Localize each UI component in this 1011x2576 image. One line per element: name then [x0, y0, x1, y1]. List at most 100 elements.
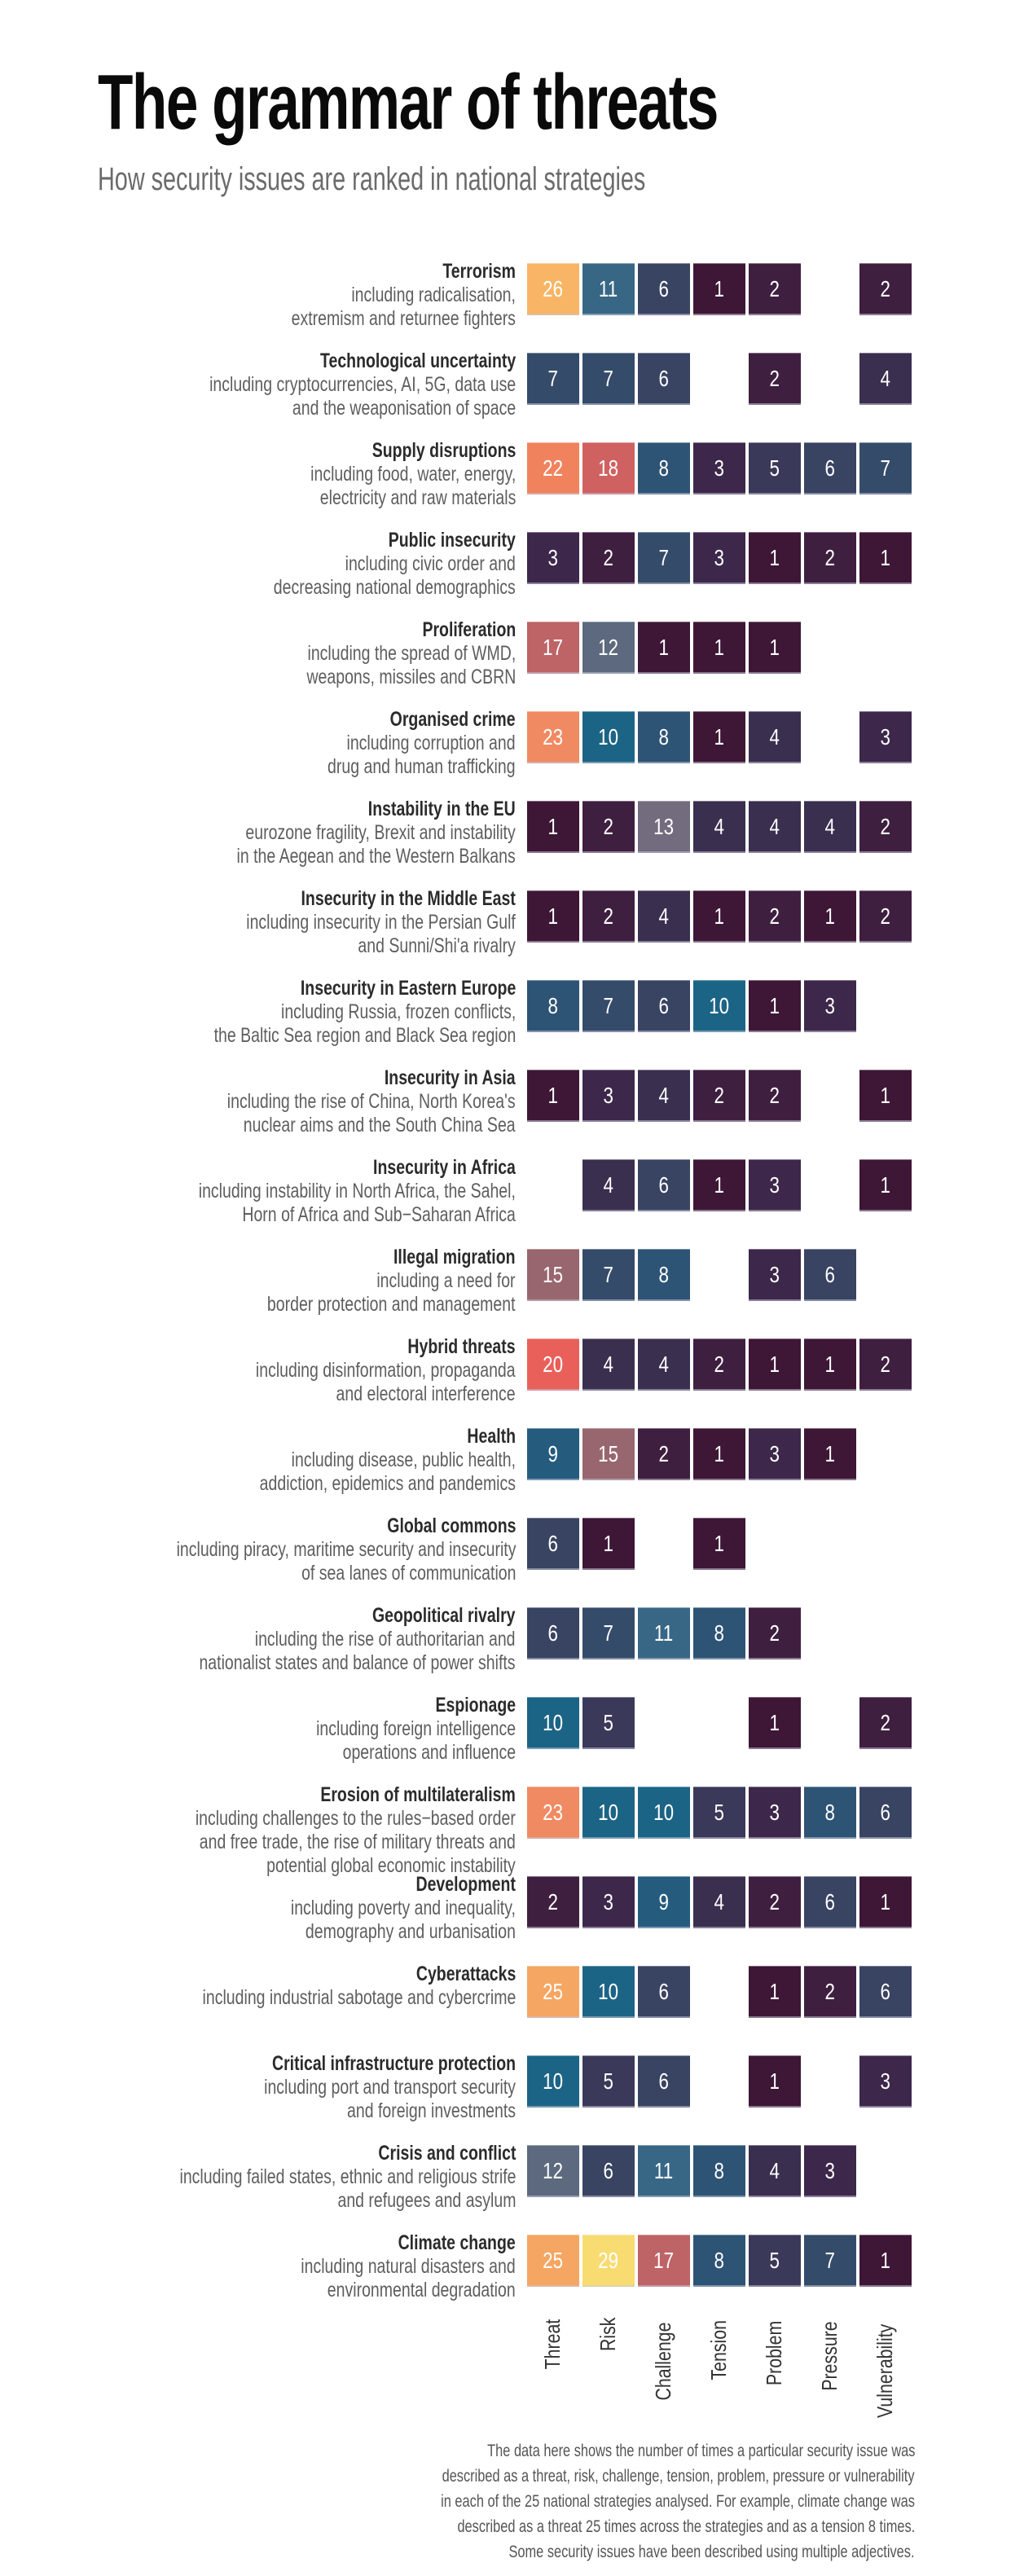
row-description: including disinformation, propaganda [256, 1359, 516, 1382]
heatmap-cell-tension: 4 [693, 1876, 745, 1928]
cell-value-label: 3 [769, 1440, 780, 1466]
heatmap-cell-vulnerability: 1 [859, 1070, 912, 1122]
row-label: Cyberattacks including industrial sabotag… [114, 1963, 516, 2010]
row-description: and electoral interference [336, 1383, 516, 1405]
heatmap-cell-challenge: 4 [638, 1070, 690, 1122]
row-description: and Sunni/Shi'a rivalry [358, 934, 516, 957]
cell-value-label: 17 [653, 2247, 675, 2273]
cell-value-label: 1 [547, 1082, 559, 1108]
cell-value-label: 4 [769, 813, 780, 839]
cell-value-label: 25 [543, 2247, 564, 2273]
cell-value-label: 3 [714, 544, 725, 570]
row-name: Proliferation [422, 618, 516, 641]
row-name: Illegal migration [393, 1246, 516, 1268]
row-label: Technological uncertainty including crypt… [123, 349, 516, 420]
cell-value-label: 2 [880, 1709, 891, 1735]
cell-value-label: 11 [599, 275, 618, 301]
heatmap-cell-risk: 10 [582, 1787, 635, 1839]
cell-value-label: 2 [603, 544, 614, 570]
cell-value-label: 15 [598, 1440, 619, 1466]
cell-value-label: 18 [598, 455, 619, 481]
cell-value-label: 2 [714, 1351, 725, 1377]
cell-value-label: 3 [880, 723, 891, 750]
cell-value-label: 1 [880, 1172, 891, 1198]
heatmap-cell-threat: 7 [527, 353, 579, 405]
heatmap-cell-threat: 20 [527, 1339, 579, 1391]
row-name: Insecurity in Africa [373, 1156, 516, 1179]
cell-value-label: 6 [880, 1978, 891, 2004]
cell-value-label: 7 [603, 1620, 614, 1646]
cell-value-label: 5 [769, 2247, 780, 2273]
row-name: Espionage [435, 1694, 516, 1717]
page-subtitle: How security issues are ranked in nation… [98, 161, 646, 197]
row-description: including a need for [376, 1269, 516, 1292]
heatmap-cell-challenge: 9 [638, 1876, 690, 1928]
heatmap-cell-threat: 1 [527, 1070, 579, 1122]
heatmap-cell-vulnerability: 1 [859, 1876, 912, 1928]
cell-value-label: 10 [598, 1978, 619, 2004]
row-description: Horn of Africa and Sub−Saharan Africa [242, 1203, 516, 1226]
row-description: demography and urbanisation [305, 1920, 516, 1943]
row-description: environmental degradation [327, 2279, 516, 2301]
heatmap-cell-vulnerability: 2 [859, 1697, 912, 1749]
cell-value-label: 2 [824, 544, 836, 570]
x-axis-tick-label: Pressure [817, 2321, 842, 2391]
row-label: Global commons including piracy, maritime… [81, 1514, 516, 1585]
heatmap-cell-vulnerability: 7 [859, 442, 912, 495]
row-label: Critical infrastructure protection includ… [193, 2052, 516, 2123]
row-name: Supply disruptions [371, 439, 516, 462]
row-description: including poverty and inequality, [290, 1897, 516, 1919]
x-axis-tick-label: Risk [596, 2317, 620, 2352]
heatmap-cell-tension: 10 [693, 980, 745, 1032]
heatmap-cell-pressure: 7 [804, 2235, 856, 2287]
cell-value-label: 1 [769, 1351, 780, 1377]
heatmap-cell-challenge: 6 [638, 1159, 690, 1211]
heatmap-cell-vulnerability: 1 [859, 532, 912, 584]
cell-value-label: 1 [714, 1440, 725, 1466]
cell-value-label: 2 [603, 903, 614, 929]
heatmap-cell-pressure: 4 [804, 801, 856, 853]
row-name: Insecurity in Eastern Europe [300, 977, 516, 1000]
heatmap-cell-risk: 7 [582, 1249, 635, 1301]
cell-value-label: 4 [603, 1172, 614, 1198]
cell-value-label: 3 [769, 1261, 780, 1287]
cell-value-label: 6 [824, 1261, 836, 1287]
heatmap-cell-tension: 1 [693, 1428, 745, 1480]
row-description: including the rise of authoritarian and [255, 1628, 516, 1651]
cell-value-label: 3 [824, 992, 836, 1018]
heatmap-cell-risk: 2 [582, 890, 635, 943]
row-description: border protection and management [267, 1293, 516, 1316]
cell-value-label: 7 [603, 1261, 614, 1287]
row-label: Health including disease, public health, a… [187, 1425, 516, 1496]
cell-value-label: 3 [547, 544, 559, 570]
cell-value-label: 2 [880, 275, 891, 301]
x-axis-tick-label: Challenge [651, 2322, 675, 2401]
cell-value-label: 6 [658, 365, 670, 391]
heatmap-cell-pressure: 3 [804, 980, 856, 1032]
heatmap-cell-challenge: 6 [638, 353, 690, 405]
cell-value-label: 4 [658, 1351, 670, 1377]
cell-value-label: 8 [714, 2247, 725, 2273]
heatmap-cell-challenge: 8 [638, 711, 690, 763]
cell-value-label: 1 [769, 634, 780, 660]
cell-value-label: 23 [543, 1799, 564, 1825]
heatmap-cell-tension: 8 [693, 2235, 745, 2287]
cell-value-label: 10 [598, 723, 619, 750]
row-description: including civic order and [345, 552, 516, 575]
cell-value-label: 11 [654, 1620, 674, 1646]
cell-value-label: 7 [603, 365, 614, 391]
row-label: Climate change including natural disaster… [240, 2231, 516, 2302]
cell-value-label: 6 [547, 1620, 559, 1646]
row-description: including port and transport security [264, 2076, 516, 2099]
cell-value-label: 2 [769, 1888, 780, 1914]
heatmap-cell-problem: 2 [749, 890, 801, 943]
heatmap-cell-risk: 2 [582, 532, 635, 584]
heatmap-cell-threat: 12 [527, 2145, 579, 2197]
cell-value-label: 2 [769, 903, 780, 929]
cell-value-label: 1 [880, 1888, 891, 1914]
heatmap-cell-tension: 1 [693, 263, 745, 315]
row-name: Organised crime [390, 708, 516, 731]
row-description: including piracy, maritime security and … [176, 1538, 516, 1561]
cell-value-label: 25 [543, 1978, 564, 2004]
cell-value-label: 1 [824, 1351, 836, 1377]
